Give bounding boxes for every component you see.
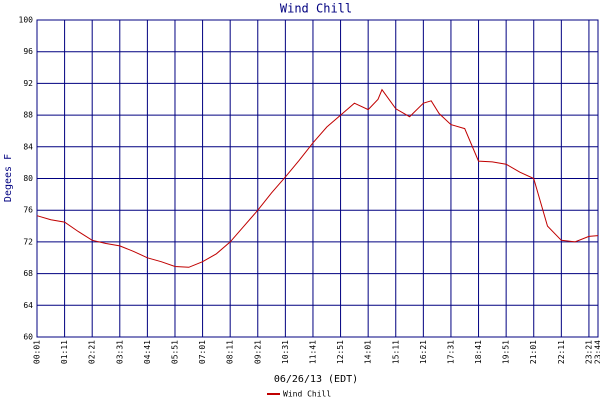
x-tick-label: 03:31 [115,340,124,364]
x-tick-label: 22:11 [557,340,566,364]
y-tick-label: 72 [23,237,33,246]
y-tick-label: 84 [23,142,33,151]
x-tick-label: 18:41 [474,340,483,364]
x-tick-label: 08:11 [226,340,235,364]
legend-label: Wind Chill [283,390,331,399]
data-line [36,88,599,268]
x-tick-label: 07:01 [198,340,207,364]
x-tick-label: 23:21 [584,340,593,364]
x-tick-label: 19:51 [502,340,511,364]
y-tick-label: 76 [23,206,33,215]
y-tick-label: 100 [19,16,34,25]
x-tick-label: 21:01 [529,340,538,364]
y-tick-label: 88 [23,111,33,120]
x-tick-label: 12:51 [336,340,345,364]
x-tick-label: 14:01 [364,340,373,364]
chart-title: Wind Chill [280,2,352,16]
x-tick-label: 23:44 [594,340,600,364]
y-tick-label: 68 [23,269,33,278]
plot-frame [36,19,599,338]
x-tick-label: 16:21 [419,340,428,364]
x-tick-label: 11:41 [308,340,317,364]
y-tick-label: 80 [23,174,33,183]
x-tick-label: 10:31 [281,340,290,364]
x-tick-label: 02:21 [88,340,97,364]
x-tick-label: 04:41 [143,340,152,364]
y-axis-label: Degees F [3,154,14,202]
y-tick-label: 92 [23,79,33,88]
y-tick-label: 64 [23,301,33,310]
y-tick-label: 96 [23,47,33,56]
x-tick-label: 00:01 [33,340,42,364]
x-tick-label: 05:51 [170,340,179,364]
y-tick-label: 60 [23,333,33,342]
x-tick-label: 17:31 [446,340,455,364]
x-tick-label: 09:21 [253,340,262,364]
x-tick-label: 01:11 [60,340,69,364]
x-axis-label: 06/26/13 (EDT) [274,374,358,385]
x-tick-label: 15:11 [391,340,400,364]
